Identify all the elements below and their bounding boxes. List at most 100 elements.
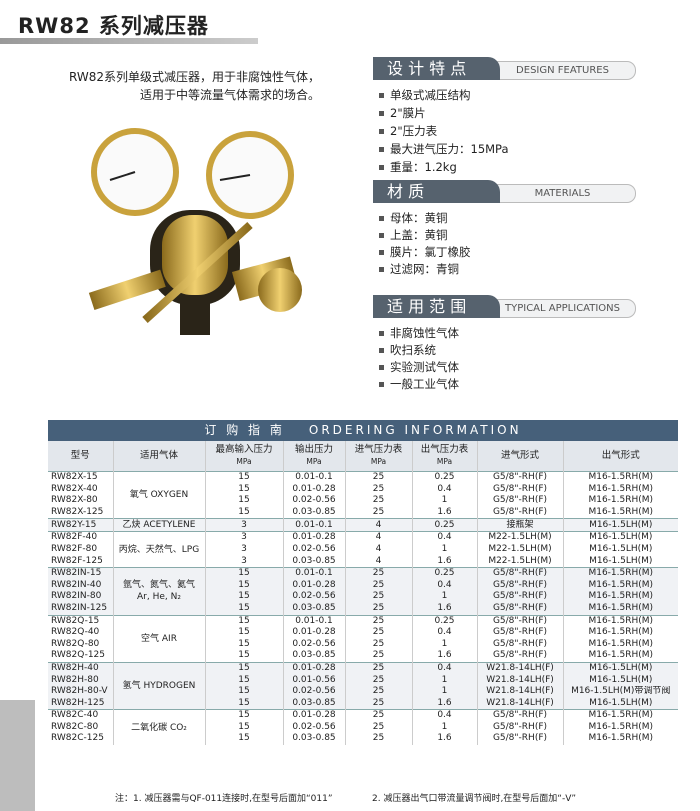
table-cell: M16-1.5RH(M) — [562, 721, 678, 734]
table-cell: 0.4 — [411, 661, 477, 675]
table-cell: 25 — [344, 638, 412, 651]
table-cell: 15 — [204, 627, 283, 639]
model-cell: RW82H-80 — [48, 674, 113, 687]
table-cell: G5/8"-RH(F) — [476, 495, 563, 507]
table-cell: M16-1.5RH(M) — [562, 733, 678, 746]
gas-label: 氢气 HYDROGEN — [122, 681, 196, 692]
table-cell: G5/8"-RH(F) — [476, 470, 563, 484]
table-cell: M16-1.5RH(M) — [562, 627, 678, 639]
table-cell: 1 — [411, 543, 477, 556]
table-cell: 25 — [344, 674, 412, 687]
section-title: 设 计 特 点 — [373, 57, 500, 80]
table-row: RW82IN-15 氩气、氮气、氦气 Ar, He, N₂ 15 0.01-0.1 25 0… — [48, 567, 678, 616]
header-row: 型号 适用气体 最高输入压力 MPa 输出压力 MPa 进气压力表 MPa 出气压力表 MPa 进气… — [48, 441, 678, 472]
model-cell: RW82F-80 — [48, 543, 113, 556]
table-row: RW82H-125 15 0.03-0.85 25 1.6 W21.8-14LH(F) M1… — [48, 697, 678, 710]
table-cell: 0.03-0.85 — [282, 555, 345, 568]
table-cell: 15 — [204, 721, 283, 734]
table-cell: 1.6 — [411, 555, 477, 568]
note: 2. 减压器出气口带流量调节阀时,在型号后面加“-V” — [372, 794, 577, 804]
column-header: 适用气体 — [112, 441, 205, 472]
table-row: RW82Y-15 乙炔 ACETYLENE 3 0.01-0.1 4 0.25 接瓶架 M16… — [48, 518, 678, 532]
model-cell: RW82Q-80 — [48, 638, 113, 651]
table-cell: 0.01-0.28 — [282, 483, 345, 496]
table-row: RW82X-40 15 0.01-0.28 25 0.4 G5/8"-RH(F) M16-1… — [48, 483, 678, 496]
table-cell: 接瓶架 — [476, 518, 563, 532]
model-cell: RW82H-40 — [48, 661, 113, 675]
table-cell: 0.01-0.56 — [282, 674, 345, 687]
table-cell: 15 — [204, 470, 283, 484]
gas-cell: 氧气 OXYGEN — [112, 470, 205, 519]
table-cell: 0.01-0.28 — [282, 627, 345, 639]
section-item: 重量：1.2kg — [379, 160, 457, 174]
column-name: 输出压力 — [294, 444, 333, 455]
section-item: 2"压力表 — [378, 124, 438, 138]
table-cell: 0.03-0.85 — [282, 650, 345, 663]
table-cell: 25 — [344, 697, 412, 710]
table-cell: 0.01-0.28 — [282, 579, 345, 592]
table-cell: G5/8"-RH(F) — [476, 733, 563, 746]
table-cell: 15 — [204, 709, 283, 722]
title-bar — [0, 38, 258, 44]
table-cell: 25 — [344, 506, 412, 519]
column-name: 适用气体 — [139, 450, 178, 461]
table-cell: 1.6 — [411, 602, 477, 616]
table-cell: 15 — [204, 697, 283, 710]
table-cell: 3 — [204, 543, 283, 556]
table-cell: M16-1.5RH(M) — [562, 470, 678, 484]
table-row: RW82H-40 氢气 HYDROGEN 15 0.01-0.28 25 0.4 W21.8… — [48, 661, 678, 710]
table-cell: 25 — [344, 483, 412, 496]
column-header: 出气压力表 MPa — [411, 441, 477, 472]
table-row: RW82X-80 15 0.02-0.56 25 1 G5/8"-RH(F) M16-1.5… — [48, 495, 678, 507]
table-cell: 0.4 — [411, 483, 477, 496]
table-cell: 1.6 — [411, 506, 477, 519]
table-cell: M16-1.5RH(M) — [562, 495, 678, 507]
table-cell: G5/8"-RH(F) — [476, 567, 563, 580]
note: 注：1. 减压器需与QF-011连接时,在型号后面加“011” — [115, 794, 333, 804]
section-item: 一般工业气体 — [379, 377, 459, 391]
table-row: RW82F-125 3 0.03-0.85 4 1.6 M22-1.5LH(M) M16-1… — [48, 555, 678, 568]
gas-cell: 空气 AIR — [112, 614, 205, 663]
table-cell: 25 — [344, 591, 412, 603]
section-item: 非腐蚀性气体 — [379, 326, 459, 340]
table-cell: M16-1.5RH(M) — [562, 506, 678, 519]
table-cell: 0.01-0.1 — [282, 518, 345, 532]
table-cell: 15 — [204, 614, 283, 628]
table-cell: M16-1.5LH(M) — [562, 518, 678, 532]
table-cell: 0.03-0.85 — [282, 506, 345, 519]
gas-label: 丙烷、天然气、LPG — [118, 544, 200, 555]
table-title: 订 购 指 南 ORDERING INFORMATION — [48, 420, 678, 441]
table-cell: 0.02-0.56 — [282, 495, 345, 507]
table-cell: 0.02-0.56 — [282, 543, 345, 556]
table-cell: 25 — [344, 567, 412, 580]
model-cell: RW82C-80 — [48, 721, 113, 734]
table-cell: M16-1.5LH(M) — [562, 674, 678, 687]
table-cell: 15 — [204, 638, 283, 651]
table-row: RW82H-80-V 15 0.02-0.56 25 1 W21.8-14LH(F) M16… — [48, 686, 678, 698]
table-cell: 0.4 — [411, 709, 477, 722]
table-cell: 0.02-0.56 — [282, 721, 345, 734]
table-row: RW82Q-40 15 0.01-0.28 25 0.4 G5/8"-RH(F) M16-1… — [48, 627, 678, 639]
table-cell: 15 — [204, 579, 283, 592]
gas-label: Ar, He, N₂ — [137, 592, 181, 603]
table-cell: 1 — [411, 638, 477, 651]
section-item: 最大进气压力：15MPa — [379, 142, 509, 156]
table-cell: M16-1.5RH(M) — [562, 579, 678, 592]
table-row: RW82C-40 二氧化碳 CO₂ 15 0.01-0.28 25 0.4 G5/8"-RH… — [48, 709, 678, 746]
table-cell: G5/8"-RH(F) — [476, 579, 563, 592]
table-cell: M16-1.5RH(M) — [562, 567, 678, 580]
table-cell: M16-1.5RH(M) — [562, 591, 678, 603]
order-table: 订 购 指 南 ORDERING INFORMATION 型号 适用气体 最高输入压力 M… — [48, 420, 678, 746]
table-cell: 4 — [344, 531, 412, 544]
table-cell: 1.6 — [411, 650, 477, 663]
table-cell: 25 — [344, 709, 412, 722]
model-cell: RW82Q-15 — [48, 614, 113, 628]
section-item: 母体：黄铜 — [379, 211, 448, 225]
section-item: 2"膜片 — [379, 106, 426, 120]
product-image — [88, 128, 302, 335]
table-cell: 0.02-0.56 — [282, 638, 345, 651]
table-cell: M16-1.5LH(M) — [562, 531, 678, 544]
model-cell: RW82IN-80 — [48, 591, 113, 603]
table-cell: 15 — [204, 495, 283, 507]
